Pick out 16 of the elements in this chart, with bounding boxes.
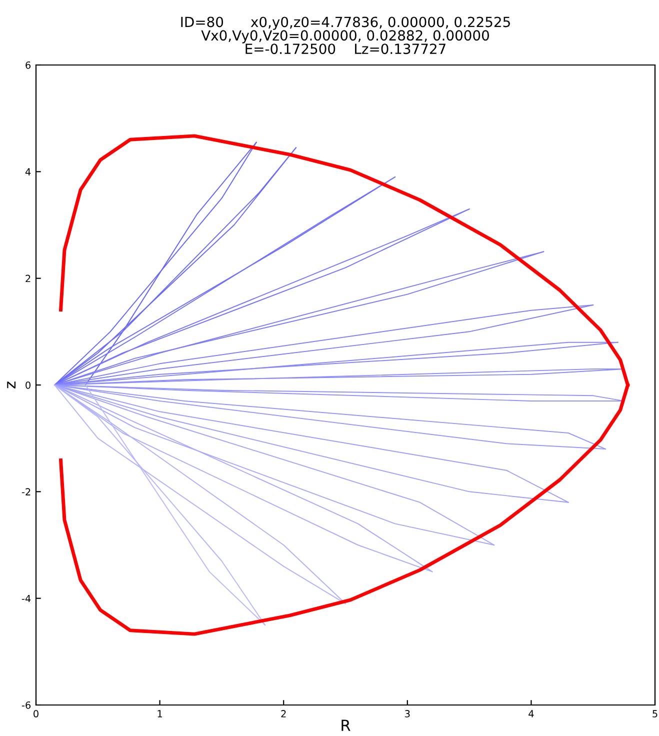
y-tick-label: 6 xyxy=(26,61,31,69)
x-axis-title: R xyxy=(342,720,350,731)
x-tick-label: 1 xyxy=(158,710,162,718)
y-axis-title: z xyxy=(7,382,16,388)
y-tick-label: -4 xyxy=(22,594,31,602)
x-tick-label: 5 xyxy=(652,710,658,718)
x-tick-label: 0 xyxy=(34,710,38,718)
y-tick-label: 2 xyxy=(26,274,30,282)
y-tick-label: -6 xyxy=(22,701,31,709)
chart-title: ID=80 x0,y0,z0=4.77836, 0.00000, 0.22525 Vx0,Vy0,Vz0=0.00000, 0.02882, 0.00000 E=-0.172500 Lz=0.137727 xyxy=(181,16,510,54)
y-tick-label: 4 xyxy=(25,168,31,176)
y-tick-label: -2 xyxy=(22,488,30,496)
y-tick-label: 0 xyxy=(26,381,30,389)
x-tick-label: 3 xyxy=(405,710,410,718)
x-tick-label: 2 xyxy=(281,710,286,718)
x-tick-label: 4 xyxy=(528,710,534,718)
